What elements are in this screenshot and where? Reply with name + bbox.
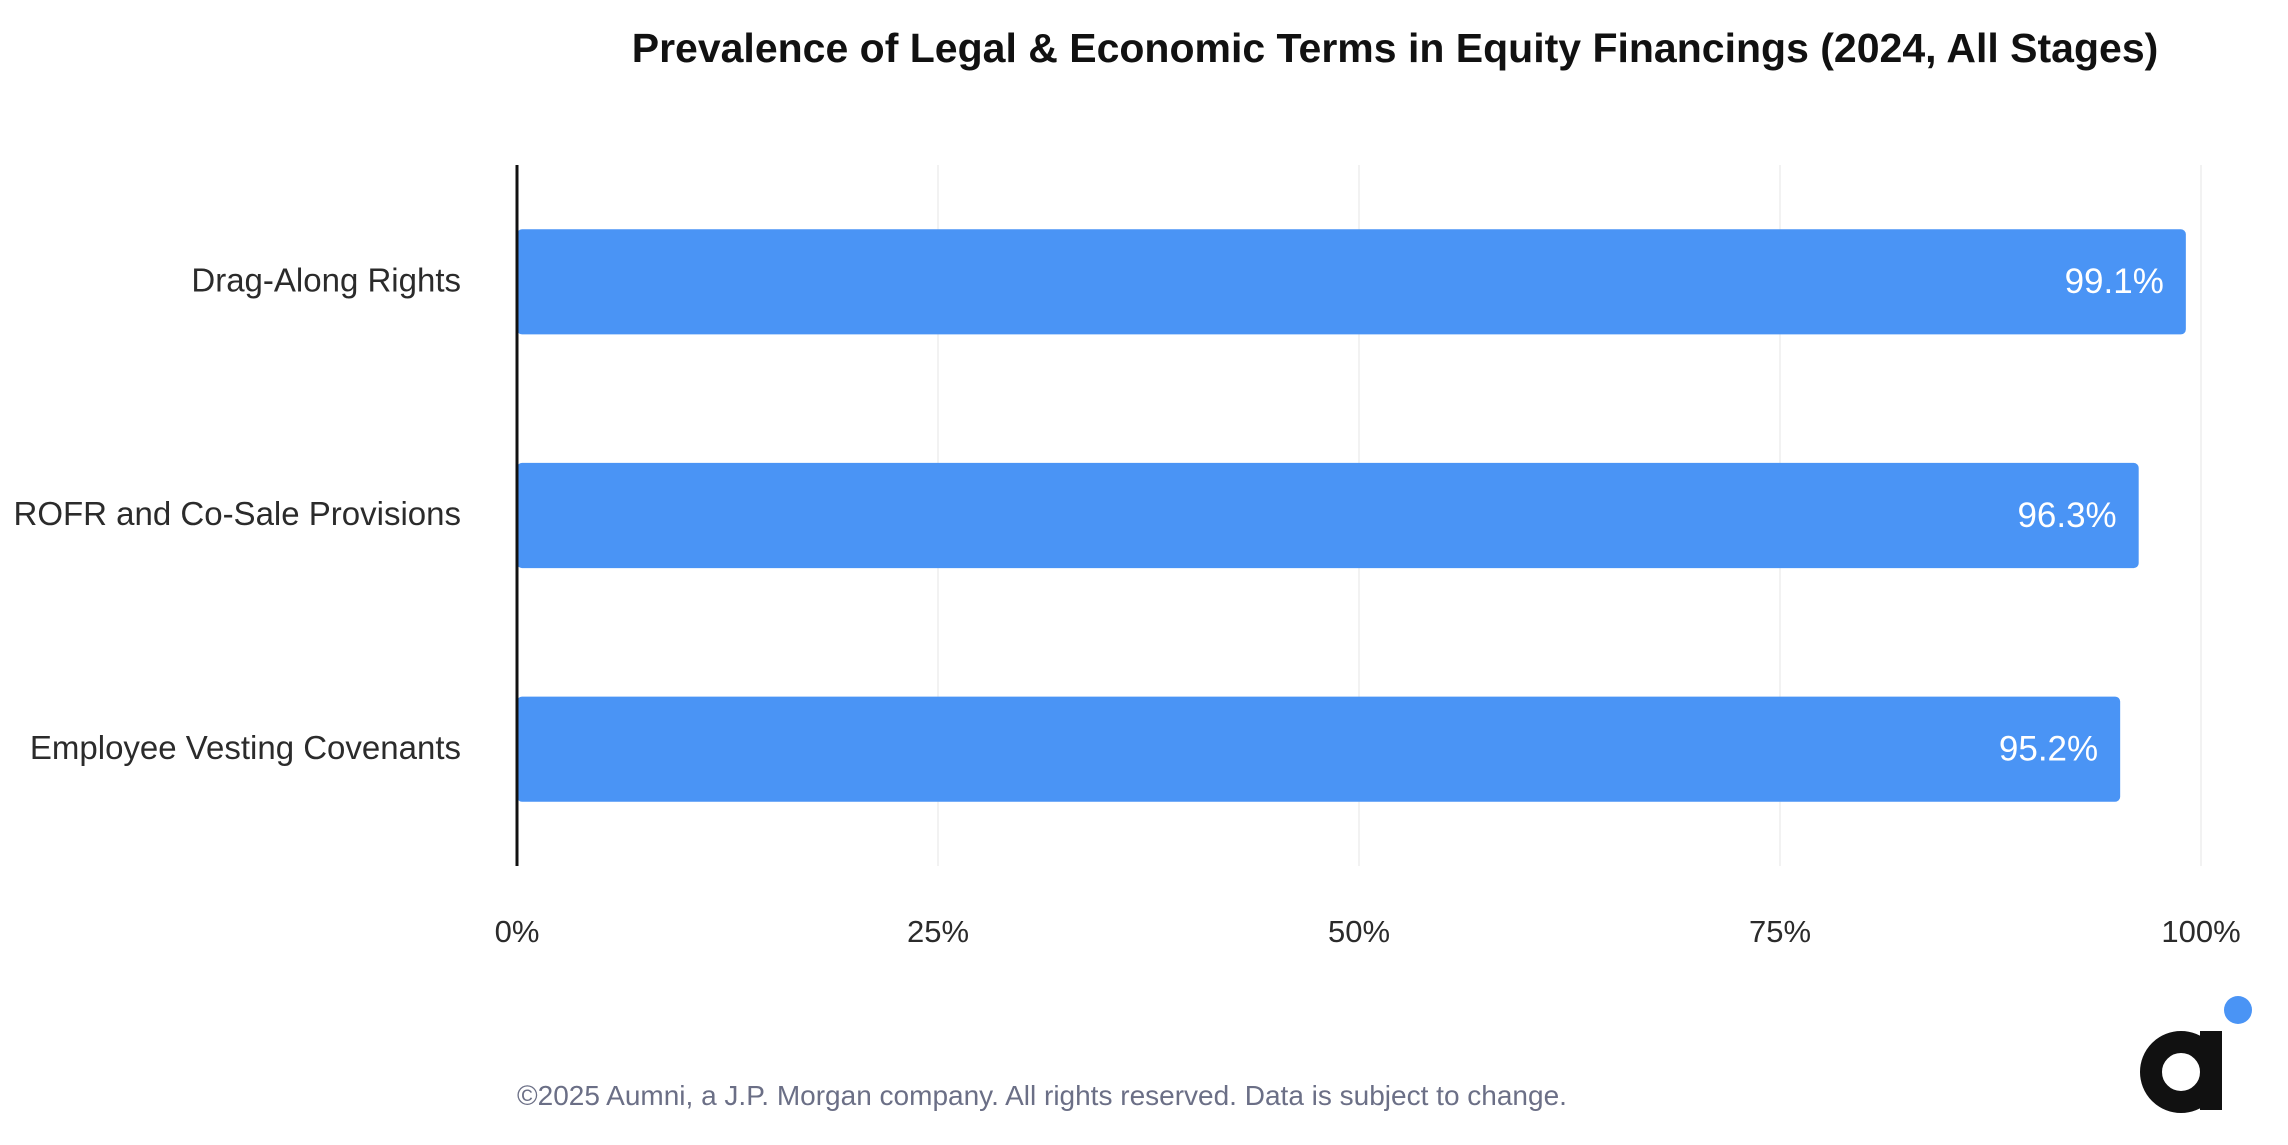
bar-value-label: 96.3% <box>2017 496 2116 535</box>
footer-copyright: ©2025 Aumni, a J.P. Morgan company. All … <box>517 1080 1567 1111</box>
x-tick-label: 25% <box>907 914 969 949</box>
x-tick-label: 100% <box>2161 914 2240 949</box>
x-tick-label: 75% <box>1749 914 1811 949</box>
logo-dot <box>2224 996 2252 1024</box>
x-axis-ticks: 0% 25% 50% 75% 100% <box>495 914 2241 949</box>
category-label: Drag-Along Rights <box>191 262 461 299</box>
bar <box>517 229 2186 335</box>
category-label: Employee Vesting Covenants <box>30 729 461 766</box>
bar <box>517 462 2139 569</box>
bars: 99.1% 96.3% 95.2% <box>517 229 2186 802</box>
bar-value-label: 99.1% <box>2065 262 2164 301</box>
category-label: ROFR and Co-Sale Provisions <box>14 495 462 532</box>
x-tick-label: 50% <box>1328 914 1390 949</box>
chart-title: Prevalence of Legal & Economic Terms in … <box>632 25 2159 71</box>
aumni-logo-icon <box>2140 996 2252 1113</box>
category-labels: Drag-Along Rights ROFR and Co-Sale Provis… <box>14 262 462 766</box>
logo-stem <box>2200 1031 2222 1110</box>
bar <box>517 696 2121 802</box>
x-tick-label: 0% <box>495 914 540 949</box>
bar-value-label: 95.2% <box>1999 729 2098 768</box>
